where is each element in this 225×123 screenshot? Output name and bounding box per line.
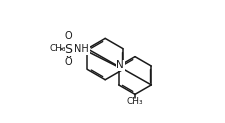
Text: S: S — [64, 43, 72, 56]
Text: NH: NH — [74, 44, 89, 54]
Text: O: O — [64, 31, 72, 41]
Text: CH₃: CH₃ — [49, 44, 66, 53]
Text: O: O — [64, 57, 72, 67]
Text: CH₃: CH₃ — [127, 97, 143, 106]
Text: N: N — [116, 60, 124, 70]
